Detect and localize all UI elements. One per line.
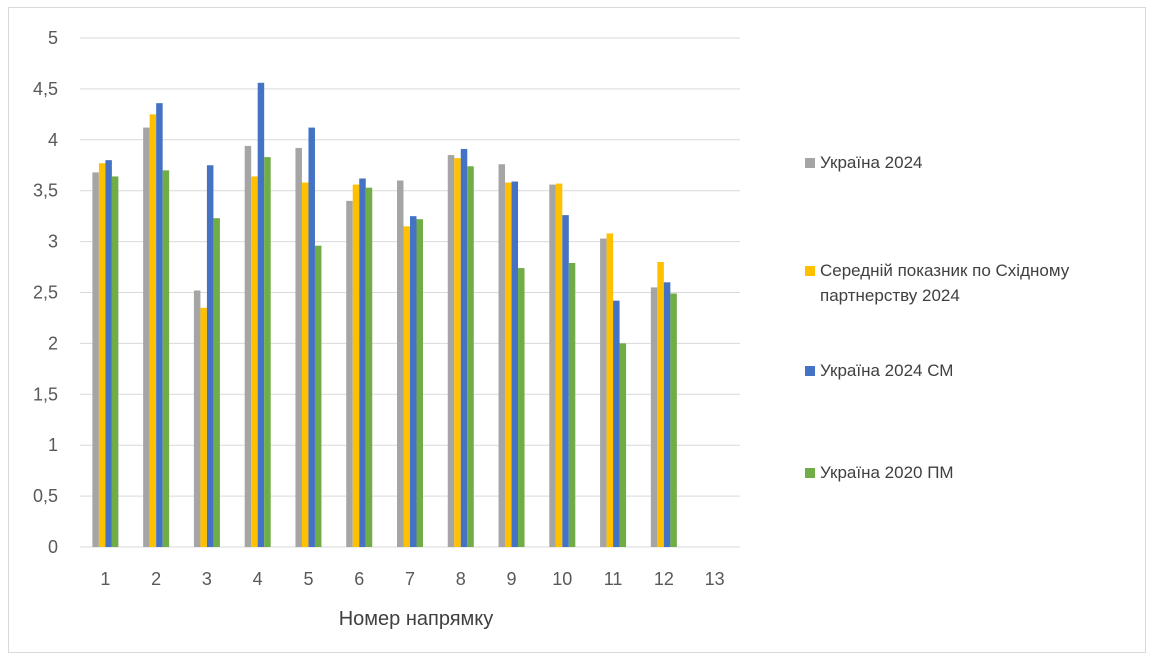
bar bbox=[346, 200, 353, 547]
bar bbox=[143, 127, 150, 548]
bar bbox=[206, 165, 214, 547]
bar bbox=[295, 147, 302, 547]
y-tick-label: 4,5 bbox=[33, 79, 58, 99]
bar bbox=[505, 182, 512, 547]
y-tick-label: 2,5 bbox=[33, 283, 58, 303]
bar bbox=[397, 180, 404, 547]
x-tick-label: 13 bbox=[705, 569, 725, 589]
legend-swatch bbox=[805, 158, 815, 168]
bar bbox=[98, 163, 106, 548]
bar bbox=[410, 216, 417, 547]
legend-swatch bbox=[805, 266, 815, 276]
y-tick-label: 0,5 bbox=[33, 486, 58, 506]
bar bbox=[657, 261, 664, 547]
legend-item-ukraine-2020-pm: Україна 2020 ПМ bbox=[805, 460, 1130, 485]
bar bbox=[555, 183, 563, 547]
bar bbox=[156, 103, 163, 547]
bar bbox=[251, 176, 258, 547]
legend-label: Середній показник по Східному партнерств… bbox=[820, 261, 1070, 305]
bar bbox=[352, 184, 360, 548]
bar bbox=[314, 245, 322, 547]
bar bbox=[619, 343, 627, 547]
x-tick-label: 12 bbox=[654, 569, 674, 589]
y-axis-tick-labels: 0 0,5 1 1,5 2 2,5 3 3,5 4 4,5 5 bbox=[33, 28, 58, 557]
bar bbox=[257, 82, 265, 548]
bar bbox=[264, 157, 271, 547]
x-tick-label: 3 bbox=[202, 569, 212, 589]
x-axis-title: Номер напрямку bbox=[339, 608, 494, 630]
bar bbox=[549, 184, 556, 548]
x-tick-label: 7 bbox=[405, 569, 415, 589]
bar bbox=[650, 287, 658, 547]
legend-label: Україна 2024 bbox=[820, 153, 923, 172]
bar bbox=[403, 226, 410, 547]
y-tick-label: 1 bbox=[48, 435, 58, 455]
bar bbox=[111, 176, 119, 547]
legend-item-eastern-partnership-2024: Середній показник по Східному партнерств… bbox=[805, 258, 1130, 308]
legend-label: Україна 2024 СМ bbox=[820, 361, 954, 380]
bar bbox=[365, 187, 373, 547]
bar bbox=[454, 158, 461, 547]
bar bbox=[149, 114, 157, 547]
y-tick-label: 3 bbox=[48, 232, 58, 252]
bars bbox=[92, 82, 677, 548]
y-tick-label: 3,5 bbox=[33, 181, 58, 201]
bar bbox=[359, 178, 366, 547]
bar bbox=[416, 219, 423, 548]
bar bbox=[613, 300, 620, 547]
x-tick-label: 2 bbox=[151, 569, 161, 589]
x-tick-label: 5 bbox=[303, 569, 313, 589]
gridlines bbox=[80, 37, 740, 548]
x-axis-tick-labels: 1 2 3 4 5 6 7 8 9 10 11 12 13 bbox=[100, 569, 724, 589]
bar bbox=[105, 160, 112, 547]
bar bbox=[308, 127, 315, 548]
bar bbox=[498, 164, 506, 547]
x-tick-label: 11 bbox=[604, 569, 623, 589]
x-tick-label: 10 bbox=[552, 569, 572, 589]
y-tick-label: 2 bbox=[48, 333, 58, 353]
bar bbox=[301, 182, 309, 547]
bar bbox=[518, 268, 525, 547]
x-tick-label: 1 bbox=[100, 569, 110, 589]
legend-item-ukraine-2024-sm: Україна 2024 СМ bbox=[805, 358, 1130, 383]
bar bbox=[606, 233, 614, 547]
bar bbox=[92, 172, 99, 547]
y-tick-label: 1,5 bbox=[33, 384, 58, 404]
x-tick-label: 4 bbox=[253, 569, 263, 589]
bar bbox=[568, 262, 576, 547]
y-tick-label: 5 bbox=[48, 28, 58, 48]
legend-swatch bbox=[805, 366, 815, 376]
bar bbox=[244, 145, 252, 547]
bar bbox=[663, 282, 671, 547]
bar bbox=[162, 170, 170, 547]
bar bbox=[447, 155, 455, 547]
legend-item-ukraine-2024: Україна 2024 bbox=[805, 150, 1130, 175]
legend-label: Україна 2020 ПМ bbox=[820, 463, 954, 482]
x-tick-label: 6 bbox=[354, 569, 364, 589]
bar bbox=[460, 148, 468, 547]
bar bbox=[467, 166, 474, 547]
legend-swatch bbox=[805, 468, 815, 478]
bar bbox=[193, 290, 201, 547]
bar bbox=[511, 181, 519, 547]
y-tick-label: 0 bbox=[48, 537, 58, 557]
x-tick-label: 8 bbox=[456, 569, 466, 589]
bar bbox=[562, 215, 569, 547]
bar bbox=[600, 238, 607, 547]
x-tick-label: 9 bbox=[507, 569, 517, 589]
bar bbox=[200, 307, 207, 547]
bar bbox=[670, 293, 677, 547]
bar bbox=[213, 218, 220, 547]
y-tick-label: 4 bbox=[48, 130, 58, 150]
